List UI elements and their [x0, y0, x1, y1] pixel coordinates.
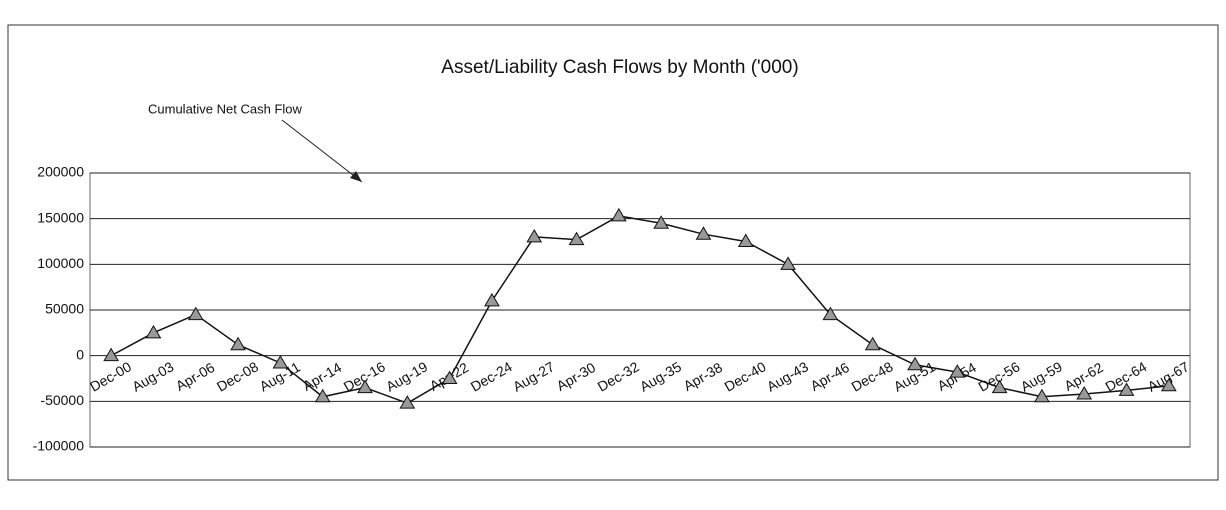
marker — [695, 226, 712, 240]
marker — [991, 379, 1008, 394]
marker — [1160, 377, 1177, 392]
marker — [314, 388, 331, 403]
marker — [949, 364, 966, 378]
annotation-arrowhead — [350, 171, 362, 182]
marker — [737, 233, 754, 247]
marker — [103, 347, 120, 362]
marker — [822, 306, 839, 321]
annotation: Cumulative Net Cash Flow — [148, 101, 302, 116]
marker — [568, 231, 585, 246]
y-tick-label: 200000 — [37, 164, 84, 180]
chart-title: Asset/Liability Cash Flows by Month ('00… — [441, 57, 798, 78]
y-tick-label: 100000 — [37, 255, 84, 271]
y-tick-label: -100000 — [33, 438, 85, 454]
marker — [864, 336, 881, 351]
y-tick-label: 50000 — [45, 301, 84, 317]
marker — [1118, 382, 1135, 396]
marker — [653, 215, 670, 229]
marker — [187, 306, 204, 321]
y-tick-label: -50000 — [40, 392, 84, 408]
marker — [357, 379, 373, 394]
chart-border — [7, 24, 1219, 481]
marker — [484, 292, 500, 307]
marker — [272, 354, 289, 369]
annotation-arrow — [281, 119, 363, 183]
marker — [1076, 386, 1093, 400]
marker — [610, 207, 627, 222]
marker — [526, 228, 543, 243]
y-tick-label: 0 — [76, 346, 84, 362]
marker — [780, 256, 796, 270]
marker — [441, 370, 458, 384]
y-tick-label: 150000 — [37, 209, 84, 225]
marker — [145, 324, 162, 339]
data-line — [110, 215, 1169, 404]
marker — [230, 336, 246, 351]
marker — [399, 395, 416, 409]
marker — [907, 356, 923, 371]
marker — [1034, 388, 1050, 403]
